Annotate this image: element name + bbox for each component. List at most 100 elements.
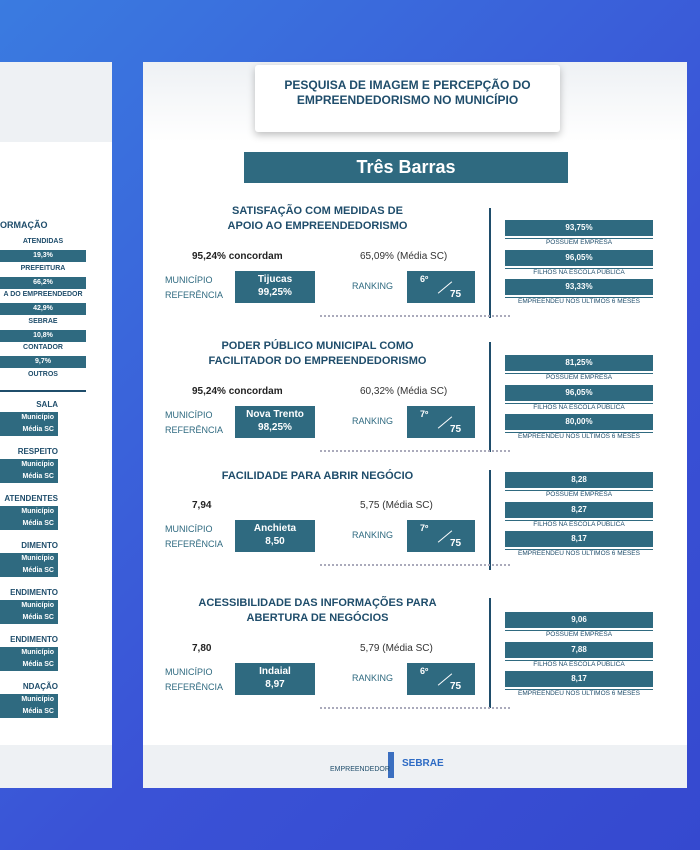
side-label: POSSUEM EMPRESA (505, 630, 653, 638)
side-label: EMPREENDEU NOS ÚLTIMOS 6 MESES (505, 549, 653, 557)
reference-value: 8,50 (235, 536, 315, 552)
reference-value: 99,25% (235, 287, 315, 303)
group-row: Município (0, 600, 58, 612)
side-value: 93,75% (505, 220, 653, 236)
bar-value: 9,7% (0, 356, 86, 368)
reference-name: Nova Trento (235, 406, 315, 422)
bar-label: PREFEITURA (20, 264, 66, 272)
rank-box (407, 520, 475, 552)
city-banner: Três Barras (244, 152, 568, 183)
rank-box (407, 271, 475, 303)
side-label: EMPREENDEU NOS ÚLTIMOS 6 MESES (505, 432, 653, 440)
side-label: POSSUEM EMPRESA (505, 238, 653, 246)
reference-value: 8,97 (235, 679, 315, 695)
result: 7,94 (192, 500, 212, 511)
group-title: NDAÇÃO (22, 682, 58, 691)
group-row: Média SC (0, 424, 58, 436)
side-label: EMPREENDEU NOS ÚLTIMOS 6 MESES (505, 689, 653, 697)
reference-label: REFERÊNCIA (165, 539, 224, 549)
side-label: FILHOS NA ESCOLA PÚBLICA (505, 267, 653, 276)
group-row: Média SC (0, 612, 58, 624)
group-title: ATENDENTES (4, 494, 58, 503)
section-title: FACILIDADE PARA ABRIR NEGÓCIO (221, 470, 414, 482)
group-row: Média SC (0, 518, 58, 530)
group-row: Município (0, 506, 58, 518)
group-title: ENDIMENTO (10, 635, 58, 644)
report-title: PESQUISA DE IMAGEM E PERCEPÇÃO DO EMPREE… (284, 78, 531, 107)
dotted-rule (320, 315, 510, 317)
left-header-band (0, 62, 112, 142)
reference-label: MUNICÍPIO (165, 524, 213, 534)
side-label: POSSUEM EMPRESA (505, 490, 653, 498)
bar-label: A DO EMPREENDEDOR (3, 291, 83, 298)
side-label: EMPREENDEU NOS ÚLTIMOS 6 MESES (505, 297, 653, 305)
reference-label: MUNICÍPIO (165, 410, 213, 420)
ranking-label: RANKING (352, 416, 394, 426)
logo-mark (330, 752, 394, 778)
section-title: PODER PÚBLICO MUNICIPAL COMO (221, 340, 414, 352)
reference-label: MUNICÍPIO (165, 667, 213, 677)
rank-total: 75 (450, 289, 462, 300)
group-row: Município (0, 412, 58, 424)
side-value: 96,05% (505, 249, 653, 266)
bar-label: CONTADOR (23, 344, 63, 351)
side-value: 8,17 (505, 531, 653, 547)
dotted-rule (320, 450, 510, 452)
left-heading: ORMAÇÃO (0, 220, 48, 230)
bar-value: 42,9% (0, 303, 86, 315)
logo-right: SEBRAE (402, 758, 444, 769)
side-value: 8,27 (505, 501, 653, 518)
average: 65,09% (Média SC) (360, 251, 448, 262)
side-label: FILHOS NA ESCOLA PÚBLICA (505, 659, 653, 668)
result: 95,24% concordam (192, 251, 283, 262)
bar-value: 19,3% (0, 250, 86, 262)
side-label: FILHOS NA ESCOLA PÚBLICA (505, 519, 653, 528)
bar-value: 10,8% (0, 329, 86, 342)
dotted-rule (320, 707, 510, 709)
reference-name: Indaial (235, 663, 315, 679)
left-footer-band (0, 745, 112, 788)
reference-label: MUNICÍPIO (165, 275, 213, 285)
side-value: 93,33% (505, 279, 653, 295)
side-value: 80,00% (505, 414, 653, 430)
average: 60,32% (Média SC) (360, 386, 448, 397)
rank-total: 75 (450, 538, 462, 549)
title-card (255, 65, 560, 132)
side-value: 9,06 (505, 612, 653, 628)
section-title: APOIO AO EMPREENDEDORISMO (227, 220, 408, 232)
group-title: RESPEITO (17, 447, 58, 456)
result: 7,80 (192, 643, 212, 654)
rank: 6º (420, 666, 429, 676)
group-title: DIMENTO (21, 541, 58, 550)
group-row: Média SC (0, 659, 58, 671)
result: 95,24% concordam (192, 386, 283, 397)
group-row: Município (0, 647, 58, 659)
bar-label: OUTROS (28, 370, 58, 378)
section-title: SATISFAÇÃO COM MEDIDAS DE (232, 205, 403, 217)
side-value: 8,17 (505, 671, 653, 687)
ranking-label: RANKING (352, 281, 394, 291)
divider (489, 342, 491, 452)
group-row: Média SC (0, 471, 58, 483)
ranking-label: RANKING (352, 530, 394, 540)
rank-box (407, 406, 475, 438)
group-title: ENDIMENTO (10, 588, 58, 597)
side-label: FILHOS NA ESCOLA PÚBLICA (505, 402, 653, 411)
rule (0, 390, 86, 392)
logo-left: EMPREENDEDOR (330, 766, 390, 773)
side-value: 7,88 (505, 641, 653, 658)
rank-total: 75 (450, 424, 462, 435)
rank-box (407, 663, 475, 695)
average: 5,79 (Média SC) (360, 643, 433, 654)
section-title: FACILITADOR DO EMPREENDEDORISMO (208, 355, 427, 367)
rank-total: 75 (450, 681, 462, 692)
divider (489, 598, 491, 708)
ranking-label: RANKING (352, 673, 394, 683)
side-value: 81,25% (505, 355, 653, 371)
bar-label: ATENDIDAS (22, 238, 64, 245)
group-row: Média SC (0, 565, 58, 577)
rank: 7º (420, 523, 429, 533)
reference-value: 98,25% (235, 422, 315, 438)
section-title: ACESSIBILIDADE DAS INFORMAÇÕES PARA (198, 597, 437, 609)
